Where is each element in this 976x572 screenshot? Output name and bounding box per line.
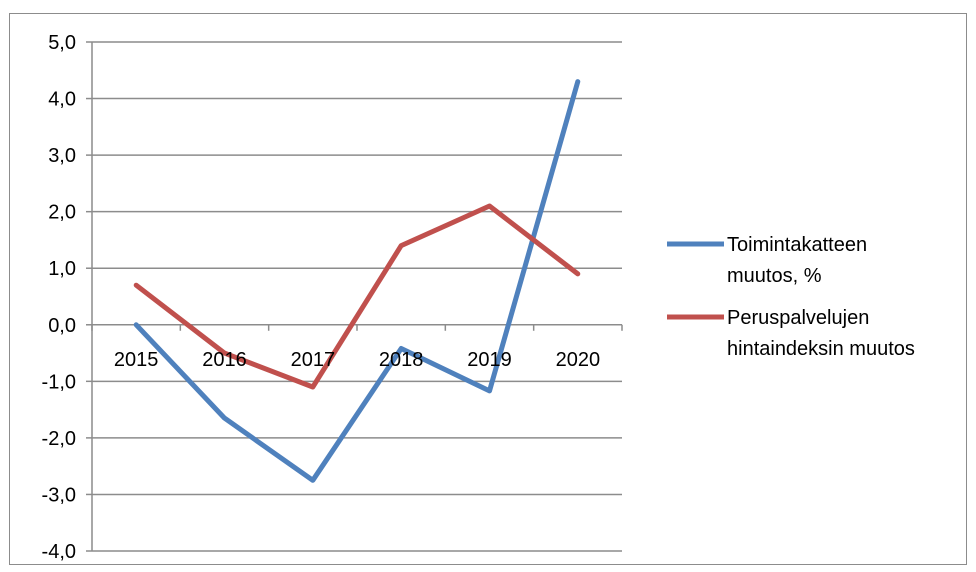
y-tick-label: 5,0 <box>48 32 76 54</box>
x-tick-label: 2016 <box>202 349 247 371</box>
chart-frame <box>9 13 967 565</box>
y-tick-label: -4,0 <box>42 541 76 563</box>
y-tick-label: 1,0 <box>48 258 76 280</box>
series-lines <box>133 79 581 483</box>
legend: Toimintakatteen muutos, % Peruspalvelujen h… <box>667 234 915 360</box>
legend-label-line: Toimintakatteen <box>727 234 867 256</box>
legend-label: Peruspalvelujen hintaindeksin muutos <box>727 307 915 360</box>
y-tick-label: -3,0 <box>42 484 76 506</box>
legend-label: Toimintakatteen muutos, % <box>727 234 867 287</box>
legend-label-line: hintaindeksin muutos <box>727 338 915 360</box>
y-tick-label: 0,0 <box>48 315 76 337</box>
y-tick-label: 2,0 <box>48 202 76 224</box>
x-tick-labels: 2015 2016 2017 2018 2019 2020 <box>114 349 600 371</box>
x-tick-label: 2015 <box>114 349 159 371</box>
axes <box>86 41 623 552</box>
y-tick-label: -2,0 <box>42 428 76 450</box>
y-tick-label: 4,0 <box>48 89 76 111</box>
legend-label-line: muutos, % <box>727 265 822 287</box>
gridlines <box>92 41 622 552</box>
series-line-1 <box>133 79 581 483</box>
legend-label-line: Peruspalvelujen <box>727 307 869 329</box>
y-tick-labels: 5,0 4,0 3,0 2,0 1,0 0,0 -1,0 -2,0 -3,0 -4,0 <box>42 32 76 563</box>
series-line-2 <box>133 203 581 390</box>
x-tick-label: 2020 <box>556 349 601 371</box>
x-tick-label: 2018 <box>379 349 424 371</box>
x-tick-label: 2019 <box>467 349 512 371</box>
x-tick-label: 2017 <box>291 349 336 371</box>
y-tick-label: -1,0 <box>42 371 76 393</box>
y-tick-label: 3,0 <box>48 145 76 167</box>
